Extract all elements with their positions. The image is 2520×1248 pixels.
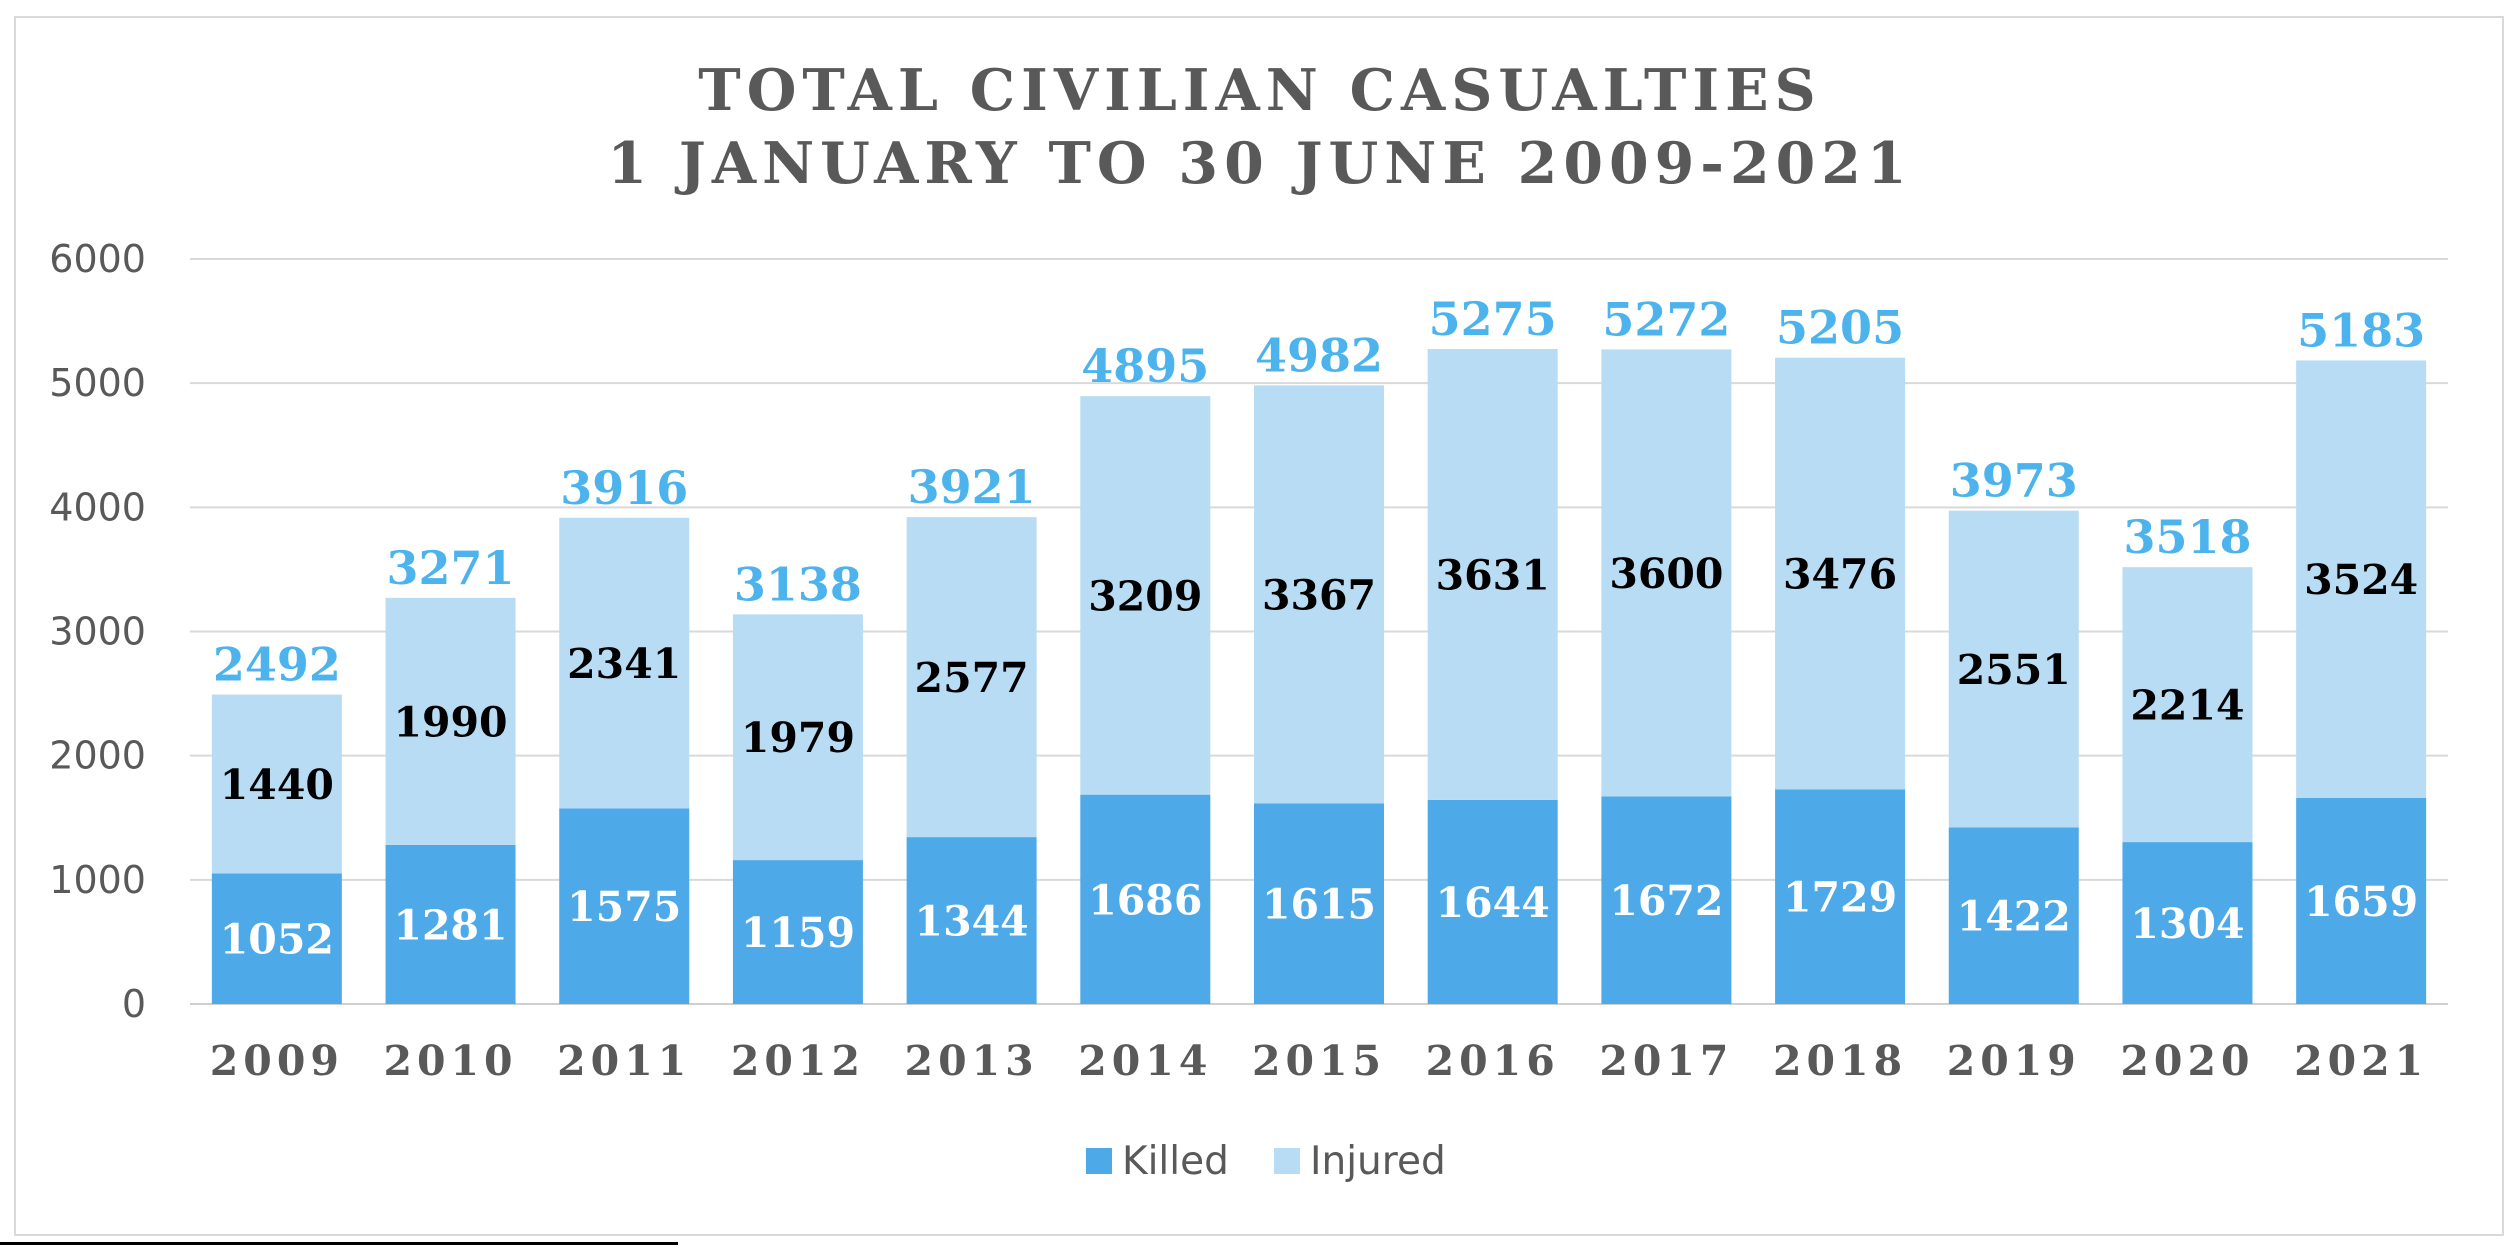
data-label-killed: 1281 <box>393 901 507 949</box>
data-label-injured: 2214 <box>2130 682 2244 730</box>
x-tick-label: 2016 <box>1426 1037 1560 1085</box>
bar-injured <box>1254 385 1384 804</box>
data-labels: 1052 1440 2492 1281 1990 3271 1575 2341 3916 1159… <box>213 292 2425 964</box>
data-label-total: 3921 <box>908 460 1036 514</box>
data-label-killed: 1644 <box>1436 879 1550 927</box>
bar-injured <box>732 614 863 861</box>
data-label-killed: 1672 <box>1609 877 1723 925</box>
bar-injured <box>1948 510 2079 828</box>
data-label-total: 5272 <box>1602 292 1730 346</box>
data-label-injured: 2577 <box>915 654 1029 702</box>
x-tick-label: 2018 <box>1773 1037 1907 1085</box>
x-tick-label: 2012 <box>731 1037 865 1085</box>
footnote-rule <box>0 1242 678 1245</box>
x-tick-label: 2019 <box>1947 1037 2081 1085</box>
chart-subtitle: 1 JANUARY TO 30 JUNE 2009-2021 <box>607 130 1912 197</box>
data-label-injured: 3476 <box>1783 551 1897 599</box>
bar-injured <box>1775 357 1906 790</box>
data-label-total: 3271 <box>387 541 515 595</box>
y-tick-label: 0 <box>122 982 146 1026</box>
y-tick-label: 1000 <box>49 858 146 902</box>
data-label-killed: 1615 <box>1262 881 1376 929</box>
data-label-total: 4895 <box>1081 339 1209 393</box>
bar-killed <box>1601 796 1732 1004</box>
data-label-killed: 1729 <box>1783 874 1897 922</box>
data-label-killed: 1304 <box>2130 900 2244 948</box>
x-tick-label: 2009 <box>210 1037 344 1085</box>
data-label-killed: 1422 <box>1957 893 2071 941</box>
bar-injured <box>2296 360 2427 799</box>
bar-injured <box>211 694 342 874</box>
data-label-killed: 1659 <box>2304 878 2418 926</box>
y-tick-label: 2000 <box>49 734 146 778</box>
data-label-killed: 1686 <box>1088 876 1202 924</box>
x-tick-label: 2017 <box>1599 1037 1733 1085</box>
bar-killed <box>2296 798 2427 1004</box>
data-label-killed: 1575 <box>567 883 681 931</box>
data-label-total: 2492 <box>213 638 341 692</box>
bar-killed <box>1254 803 1384 1004</box>
data-label-total: 5205 <box>1776 301 1904 355</box>
x-tick-label: 2015 <box>1252 1037 1386 1085</box>
data-label-killed: 1344 <box>915 898 1029 946</box>
bar-injured <box>2122 567 2253 843</box>
data-label-total: 5275 <box>1429 292 1557 346</box>
bar-killed <box>732 860 863 1004</box>
data-label-injured: 3600 <box>1609 550 1723 598</box>
legend-label-killed: Killed <box>1122 1139 1229 1184</box>
chart-title: TOTAL CIVILIAN CASUALTIES <box>698 57 1821 124</box>
legend-label-injured: Injured <box>1310 1139 1446 1184</box>
data-label-injured: 3631 <box>1436 551 1550 599</box>
legend-swatch-killed <box>1086 1148 1112 1174</box>
bar-injured <box>906 517 1037 838</box>
bar-killed <box>211 873 342 1004</box>
y-tick-label: 5000 <box>49 361 146 405</box>
y-tick-label: 4000 <box>49 485 146 529</box>
bar-killed <box>1080 794 1211 1004</box>
bar-injured <box>559 517 690 809</box>
data-label-total: 3916 <box>560 461 688 515</box>
data-label-injured: 1990 <box>393 698 507 746</box>
x-tick-label: 2021 <box>2294 1037 2428 1085</box>
data-label-injured: 2551 <box>1957 646 2071 694</box>
x-tick-label: 2020 <box>2120 1037 2254 1085</box>
data-label-injured: 3367 <box>1262 571 1376 619</box>
data-label-total: 3518 <box>2123 510 2251 564</box>
data-label-injured: 3524 <box>2304 556 2418 604</box>
bar-injured <box>1080 396 1211 795</box>
bar-killed <box>1775 789 1906 1004</box>
legend: Killed Injured <box>1086 1139 1446 1184</box>
data-label-total: 3138 <box>734 557 862 611</box>
bar-killed <box>1427 799 1558 1004</box>
bar-killed <box>1948 827 2079 1004</box>
x-tick-label: 2011 <box>557 1037 691 1085</box>
data-label-injured: 3209 <box>1088 572 1202 620</box>
bar-killed <box>2122 842 2253 1004</box>
y-axis: 0 1000 2000 3000 4000 5000 6000 <box>49 237 146 1026</box>
x-tick-label: 2013 <box>905 1037 1039 1085</box>
bar-killed <box>906 837 1037 1004</box>
data-label-injured: 1979 <box>741 714 855 762</box>
x-tick-label: 2014 <box>1078 1037 1212 1085</box>
y-tick-label: 3000 <box>49 610 146 654</box>
bar-killed <box>559 808 690 1004</box>
y-tick-label: 6000 <box>49 237 146 281</box>
bars <box>211 349 2427 1004</box>
data-label-injured: 1440 <box>220 761 334 809</box>
data-label-killed: 1052 <box>220 916 334 964</box>
x-tick-label: 2010 <box>383 1037 517 1085</box>
data-label-killed: 1159 <box>741 909 855 957</box>
bar-killed <box>385 844 516 1004</box>
bar-injured <box>1601 349 1732 797</box>
data-label-total: 3973 <box>1950 454 2078 508</box>
bar-injured <box>385 597 516 845</box>
data-label-total: 5183 <box>2297 303 2425 357</box>
data-label-injured: 2341 <box>567 640 681 688</box>
data-label-total: 4982 <box>1255 328 1383 382</box>
bar-injured <box>1427 349 1558 800</box>
legend-swatch-injured <box>1274 1148 1300 1174</box>
x-axis: 2009 2010 2011 2012 2013 2014 2015 2016 2017 2018… <box>210 1037 2428 1085</box>
